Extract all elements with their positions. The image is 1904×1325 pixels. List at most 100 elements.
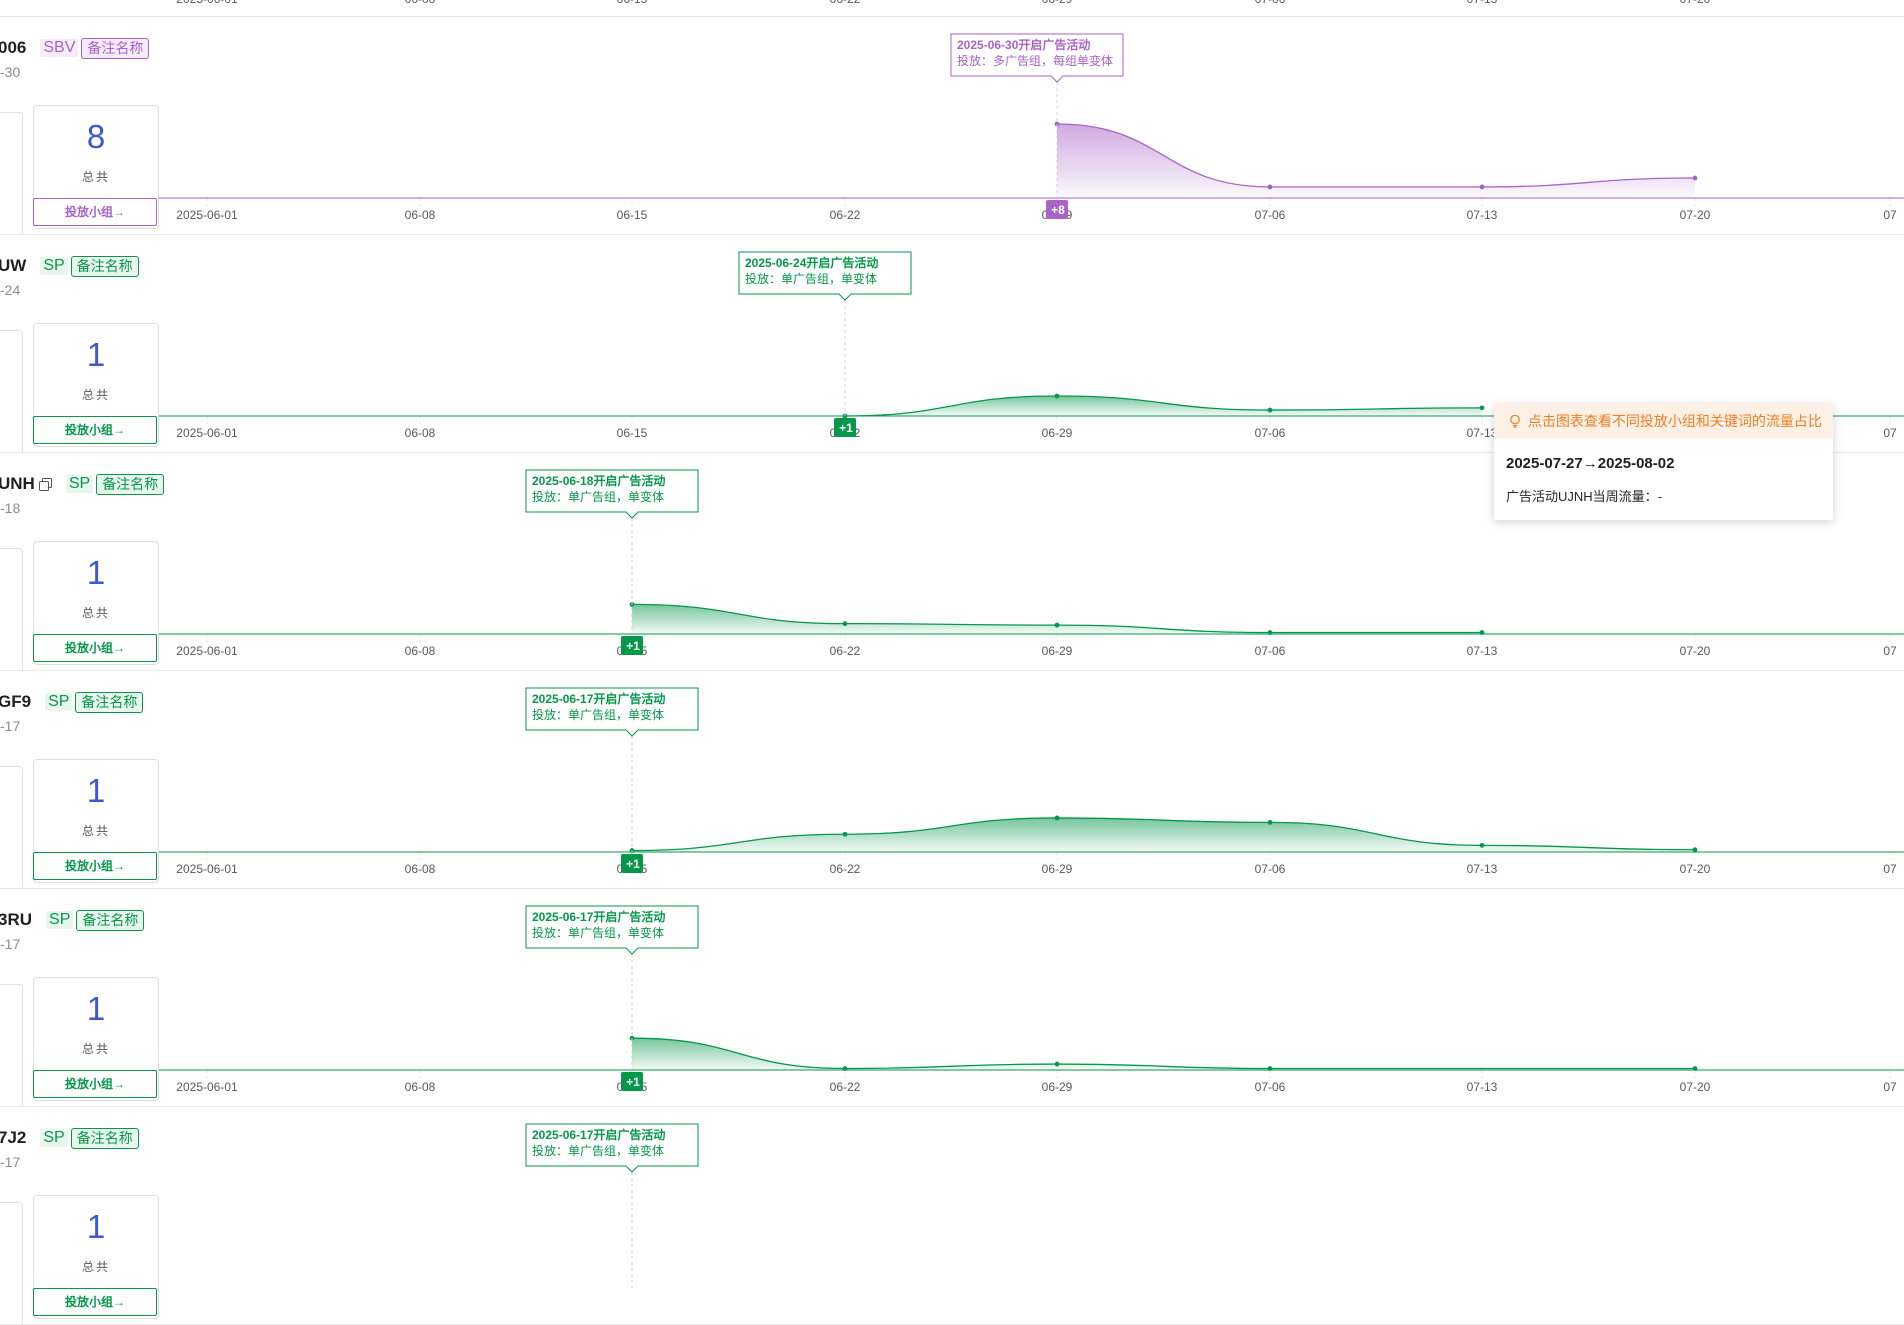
tooltip-date-range: 2025-07-27→2025-08-02 (1506, 455, 1675, 472)
traffic-chart[interactable]: 2025-06-0106-0806-1506-2206-2907-0607-13… (0, 670, 1904, 888)
x-tick-label: 07-06 (1255, 208, 1286, 222)
x-tick-label: 06-22 (830, 1080, 861, 1094)
x-tick-label: 06-15 (617, 208, 648, 222)
traffic-point (1054, 622, 1060, 628)
x-tick-label: 07-20 (1680, 1080, 1711, 1094)
traffic-chart[interactable]: 2025-06-0106-0806-1506-2206-2907-0607-13… (0, 234, 1904, 452)
ad-group-button[interactable]: 投放小组→ (33, 198, 157, 226)
annotation-title: 2025-06-17开启广告活动 (532, 691, 665, 706)
campaign-row: 2025-06-0106-0806-1506-2206-2907-0607-13… (0, 888, 1904, 1107)
x-tick-label: 06-08 (405, 644, 436, 658)
campaign-id[interactable]: 006 (0, 38, 27, 57)
traffic-point (842, 831, 848, 837)
x-tick-label: 07-20 (1680, 208, 1711, 222)
traffic-point (1479, 842, 1485, 848)
top-axis-tick-label: 06-08 (405, 0, 436, 6)
x-tick-label: 2025-06-01 (176, 862, 238, 876)
x-tick-label: 2025-06-01 (176, 1080, 238, 1094)
x-tick-label: 06-29 (1042, 426, 1073, 440)
tooltip-hint-text: 点击图表查看不同投放小组和关键词的流量占比 (1527, 413, 1822, 429)
traffic-point (1267, 630, 1273, 635)
x-tick-label: 2025-06-01 (176, 426, 238, 440)
ad-group-count-label: 总共 (81, 388, 110, 402)
traffic-area (632, 1038, 1695, 1070)
annotation-callout (525, 1123, 699, 1173)
tooltip-hint: 点击图表查看不同投放小组和关键词的流量占比 (1494, 404, 1833, 438)
note-name-button[interactable]: 备注名称 (70, 1127, 139, 1149)
x-tick-label: 06-08 (405, 208, 436, 222)
ad-group-count-label: 总共 (81, 606, 110, 620)
note-name-button[interactable]: 备注名称 (81, 37, 150, 59)
annotation-callout (525, 905, 699, 955)
campaign-id[interactable]: GF9 (0, 692, 32, 711)
campaign-start-date: -17 (0, 718, 21, 734)
ad-group-count-label: 总共 (81, 170, 110, 184)
traffic-point (1054, 393, 1060, 399)
ad-group-button[interactable]: 投放小组→ (33, 852, 157, 880)
campaign-row: 2025-06-17开启广告活动 投放：单广告组，单变体 7J2 SP 备注名称 -17 1… (0, 1106, 1904, 1325)
campaign-id[interactable]: UW (0, 256, 27, 275)
ad-group-count: 1 (86, 772, 106, 809)
previous-stat-card (0, 548, 23, 670)
campaign-start-date: -17 (0, 936, 21, 952)
annotation-detail: 投放：多广告组，每组单变体 (957, 53, 1113, 68)
annotation-callout (525, 687, 699, 737)
campaign-start-date: -17 (0, 1154, 21, 1170)
campaign-header: 006 SBV 备注名称 (0, 36, 150, 60)
previous-stat-card (0, 766, 23, 888)
ad-group-count-label: 总共 (81, 824, 110, 838)
x-tick-label: 07-06 (1255, 426, 1286, 440)
campaign-start-date: -24 (0, 282, 21, 298)
traffic-area (1057, 124, 1695, 198)
copy-icon[interactable] (38, 477, 52, 491)
annotation-title: 2025-06-17开启广告活动 (532, 1127, 665, 1142)
traffic-point (1692, 847, 1698, 853)
campaign-id[interactable]: UNH (0, 474, 35, 493)
traffic-chart[interactable]: 2025-06-0106-0806-1506-2206-2907-0607-13… (0, 16, 1904, 234)
annotation-title: 2025-06-30开启广告活动 (957, 37, 1090, 52)
traffic-line (844, 395, 1483, 417)
annotation-callout (950, 33, 1124, 83)
ad-group-button[interactable]: 投放小组→ (33, 1070, 157, 1098)
x-tick-label: 07-13 (1467, 426, 1498, 440)
traffic-point (1692, 175, 1698, 181)
traffic-point (842, 621, 848, 627)
campaign-header: UW SP 备注名称 (0, 254, 139, 278)
campaign-row: 2025-06-0106-0806-1506-2206-2907-0607-13… (0, 16, 1904, 235)
traffic-chart[interactable]: 2025-06-0106-0806-1506-2206-2907-0607-13… (0, 888, 1904, 1106)
x-tick-label: 06-29 (1042, 862, 1073, 876)
x-tick-label: 06-22 (830, 208, 861, 222)
note-name-button[interactable]: 备注名称 (76, 909, 145, 931)
ad-group-button[interactable]: 投放小组→ (33, 416, 157, 444)
traffic-point (1267, 407, 1273, 413)
x-tick-label: 06-22 (830, 644, 861, 658)
ad-group-count-label: 总共 (81, 1260, 110, 1274)
top-axis-tick-label: 2025-06-01 (176, 0, 237, 6)
traffic-point (1479, 630, 1485, 635)
x-tick-label: 07-13 (1467, 862, 1498, 876)
note-name-button[interactable]: 备注名称 (70, 255, 139, 277)
traffic-line (1056, 123, 1696, 188)
x-tick-label: 07-06 (1255, 1080, 1286, 1094)
x-tick-label: 2025-06-01 (176, 208, 238, 222)
campaign-row: 2025-06-0106-0806-1506-2206-2907-0607-13… (0, 234, 1904, 453)
launch-marker-label: +1 (626, 857, 640, 871)
annotation-detail: 投放：单广告组，单变体 (532, 1143, 664, 1158)
note-name-button[interactable]: 备注名称 (75, 691, 144, 713)
previous-stat-card (0, 1202, 23, 1324)
campaign-header: GF9 SP 备注名称 (0, 690, 144, 714)
tooltip-traffic-label: 广告活动UJNH当周流量： (1506, 489, 1658, 504)
x-tick-label: 06-15 (617, 426, 648, 440)
x-tick-label: 07-13 (1467, 208, 1498, 222)
campaign-id[interactable]: 3RU (0, 910, 33, 929)
traffic-chart[interactable]: 2025-06-0106-0806-1506-2206-2907-0607-13… (0, 452, 1904, 670)
campaign-id[interactable]: 7J2 (0, 1128, 27, 1147)
note-name-button[interactable]: 备注名称 (96, 473, 165, 495)
traffic-line (631, 1037, 1695, 1070)
ad-group-button[interactable]: 投放小组→ (33, 634, 157, 662)
x-tick-label: 07-06 (1255, 862, 1286, 876)
x-tick-label: 07 (1883, 426, 1897, 440)
x-tick-label: 07-20 (1680, 644, 1711, 658)
ad-group-button[interactable]: 投放小组→ (33, 1288, 157, 1316)
